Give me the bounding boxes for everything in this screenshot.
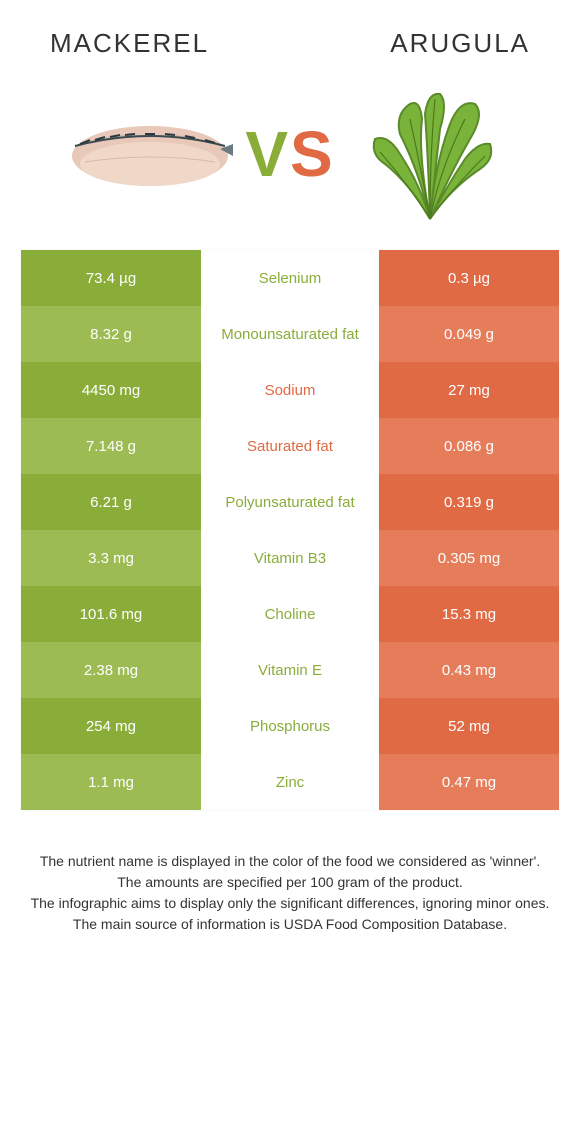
vs-label: VS — [245, 117, 334, 191]
left-value: 73.4 µg — [21, 250, 201, 306]
nutrient-label: Sodium — [201, 362, 379, 418]
vs-v: V — [245, 118, 290, 190]
right-value: 27 mg — [379, 362, 559, 418]
left-value: 7.148 g — [21, 418, 201, 474]
footer-notes: The nutrient name is displayed in the co… — [0, 811, 580, 935]
left-value: 1.1 mg — [21, 754, 201, 810]
table-row: 73.4 µgSelenium0.3 µg — [21, 250, 559, 306]
nutrient-label: Monounsaturated fat — [201, 306, 379, 362]
left-value: 3.3 mg — [21, 530, 201, 586]
footer-line: The amounts are specified per 100 gram o… — [30, 872, 550, 893]
right-value: 0.319 g — [379, 474, 559, 530]
right-value: 0.3 µg — [379, 250, 559, 306]
arugula-icon — [350, 84, 510, 224]
nutrient-label: Selenium — [201, 250, 379, 306]
table-row: 4450 mgSodium27 mg — [21, 362, 559, 418]
right-value: 0.086 g — [379, 418, 559, 474]
left-value: 101.6 mg — [21, 586, 201, 642]
food-right-title: Arugula — [390, 28, 530, 59]
right-value: 52 mg — [379, 698, 559, 754]
table-row: 101.6 mgCholine15.3 mg — [21, 586, 559, 642]
nutrient-label: Saturated fat — [201, 418, 379, 474]
left-value: 254 mg — [21, 698, 201, 754]
footer-line: The main source of information is USDA F… — [30, 914, 550, 935]
footer-line: The infographic aims to display only the… — [30, 893, 550, 914]
footer-line: The nutrient name is displayed in the co… — [30, 851, 550, 872]
table-row: 7.148 gSaturated fat0.086 g — [21, 418, 559, 474]
table-row: 254 mgPhosphorus52 mg — [21, 698, 559, 754]
left-value: 4450 mg — [21, 362, 201, 418]
left-value: 8.32 g — [21, 306, 201, 362]
left-value: 6.21 g — [21, 474, 201, 530]
comparison-table: 73.4 µgSelenium0.3 µg8.32 gMonounsaturat… — [20, 249, 560, 811]
nutrient-label: Zinc — [201, 754, 379, 810]
nutrient-label: Polyunsaturated fat — [201, 474, 379, 530]
nutrient-label: Vitamin B3 — [201, 530, 379, 586]
nutrient-label: Phosphorus — [201, 698, 379, 754]
mackerel-icon — [65, 104, 235, 204]
right-value: 15.3 mg — [379, 586, 559, 642]
right-value: 0.305 mg — [379, 530, 559, 586]
right-value: 0.049 g — [379, 306, 559, 362]
table-row: 6.21 gPolyunsaturated fat0.319 g — [21, 474, 559, 530]
left-value: 2.38 mg — [21, 642, 201, 698]
food-left-title: Mackerel — [50, 28, 209, 59]
vs-s: S — [290, 118, 335, 190]
table-row: 2.38 mgVitamin E0.43 mg — [21, 642, 559, 698]
mackerel-image — [65, 89, 235, 219]
arugula-image — [345, 89, 515, 219]
table-row: 3.3 mgVitamin B30.305 mg — [21, 530, 559, 586]
right-value: 0.43 mg — [379, 642, 559, 698]
right-value: 0.47 mg — [379, 754, 559, 810]
nutrient-label: Choline — [201, 586, 379, 642]
table-row: 8.32 gMonounsaturated fat0.049 g — [21, 306, 559, 362]
hero: VS — [0, 69, 580, 249]
header: Mackerel Arugula — [0, 0, 580, 69]
table-row: 1.1 mgZinc0.47 mg — [21, 754, 559, 810]
nutrient-label: Vitamin E — [201, 642, 379, 698]
